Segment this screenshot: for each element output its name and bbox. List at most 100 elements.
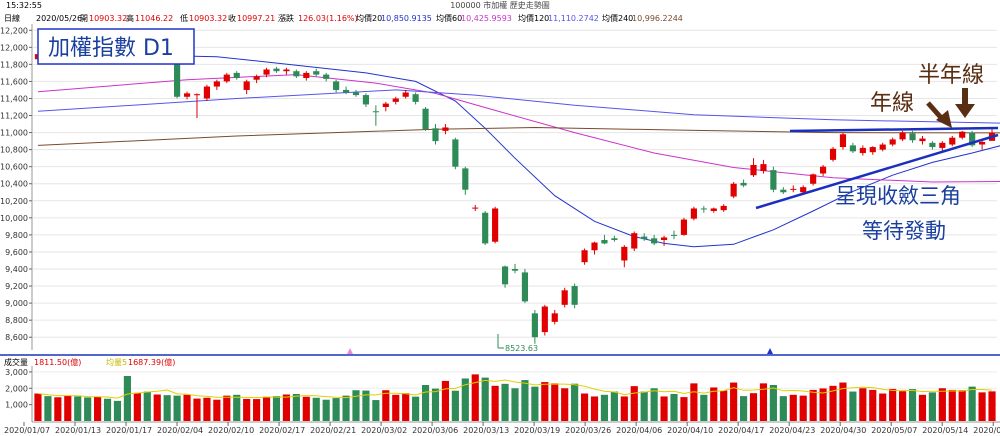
candle-body bbox=[193, 94, 201, 96]
volume-bar bbox=[590, 396, 599, 421]
candle-body bbox=[333, 81, 340, 90]
candle bbox=[740, 179, 747, 188]
volume-bar bbox=[948, 389, 956, 421]
candle-body bbox=[651, 238, 658, 244]
volume-bar bbox=[123, 376, 131, 421]
candle-body bbox=[382, 103, 389, 107]
volume-bar bbox=[769, 385, 777, 421]
period-label: 日線 bbox=[4, 13, 20, 23]
volume-bar bbox=[859, 388, 867, 421]
volume-bar bbox=[849, 391, 857, 421]
candle bbox=[213, 79, 220, 90]
candle-body bbox=[263, 69, 270, 75]
low-marker-label: 8523.63 bbox=[505, 344, 538, 353]
close-label: 收 bbox=[228, 13, 236, 23]
volume-bar bbox=[968, 386, 976, 421]
volume-bar bbox=[153, 394, 161, 421]
date-tick-label: 2020/02/04 bbox=[157, 426, 203, 435]
price-tick-label: 11,400 bbox=[0, 94, 28, 103]
volume-bar bbox=[918, 394, 927, 421]
date-tick-label: 2020/04/17 bbox=[718, 426, 764, 435]
date-tick-label: 2020/04/30 bbox=[820, 426, 866, 435]
candle-body bbox=[979, 141, 986, 145]
volume-bar bbox=[203, 397, 211, 421]
candle-body bbox=[303, 72, 310, 79]
volume-bar bbox=[183, 394, 191, 421]
volume-tick-label: 3,000 bbox=[5, 368, 28, 377]
candle bbox=[770, 166, 777, 193]
candle-body bbox=[929, 142, 936, 148]
ohlc-info-row: 日線 2020/05/26 開 10903.32 高 11046.22 低 10… bbox=[4, 13, 683, 23]
date-tick-label: 2020/03/02 bbox=[361, 426, 407, 435]
candle bbox=[233, 71, 240, 80]
candle-body bbox=[710, 208, 717, 212]
ma20-label: 均價20 bbox=[356, 13, 382, 23]
candle bbox=[641, 233, 648, 241]
candle-body bbox=[253, 76, 260, 80]
candle-body bbox=[372, 111, 379, 113]
ma240-label: 均價240 bbox=[602, 13, 633, 23]
candle-body bbox=[621, 246, 628, 261]
volume-bar bbox=[670, 394, 678, 421]
chart-title-box bbox=[37, 28, 195, 65]
candle-body bbox=[899, 132, 906, 140]
candle-body bbox=[581, 250, 588, 263]
volume-bar bbox=[511, 388, 519, 421]
volume-bar bbox=[481, 377, 489, 421]
volume-value: 1811.50(億) bbox=[34, 357, 81, 367]
candle bbox=[452, 137, 459, 170]
candle-body bbox=[501, 266, 509, 285]
volume-bar bbox=[908, 389, 917, 421]
candle bbox=[710, 207, 717, 213]
volume-bar bbox=[143, 391, 151, 421]
candle bbox=[670, 230, 678, 240]
candle-body bbox=[631, 233, 638, 249]
candle bbox=[591, 241, 598, 255]
volume-bars bbox=[34, 374, 996, 421]
resistance-trendline bbox=[789, 126, 999, 133]
open-label: 開 bbox=[80, 14, 88, 23]
volume-bar bbox=[521, 380, 529, 421]
candle-body bbox=[720, 205, 727, 211]
price-tick-label: 11,000 bbox=[0, 129, 28, 138]
price-tick-label: 11,200 bbox=[0, 112, 28, 121]
candle bbox=[402, 89, 409, 99]
candle bbox=[243, 79, 250, 95]
candle bbox=[511, 263, 519, 274]
half-year-line-label: 半年線 bbox=[918, 63, 984, 88]
volume-bar bbox=[253, 399, 261, 421]
candle bbox=[760, 159, 767, 174]
volume-bar bbox=[441, 380, 450, 421]
candle-body bbox=[472, 207, 479, 209]
volume-bar bbox=[799, 395, 807, 421]
volume-bar bbox=[34, 393, 42, 421]
candle-body bbox=[223, 74, 230, 82]
candle bbox=[561, 287, 568, 308]
candle bbox=[342, 86, 350, 95]
volume-bar bbox=[193, 398, 201, 421]
candle-body bbox=[392, 98, 399, 102]
candle-body bbox=[909, 133, 916, 141]
candle bbox=[501, 265, 509, 288]
volume-bar bbox=[690, 383, 698, 421]
volume-bar bbox=[402, 393, 410, 421]
candle bbox=[810, 173, 817, 186]
candle-body bbox=[790, 188, 797, 190]
candle bbox=[352, 89, 360, 97]
volume-bar bbox=[988, 391, 996, 421]
volume-bar bbox=[133, 392, 141, 421]
ma60-label: 均價60 bbox=[436, 13, 462, 23]
candle-body bbox=[492, 208, 499, 242]
candle bbox=[820, 164, 827, 177]
volume-bar bbox=[113, 400, 122, 421]
candle bbox=[174, 59, 181, 99]
candle bbox=[979, 139, 986, 150]
candle-body bbox=[959, 131, 966, 138]
candle bbox=[482, 211, 489, 246]
date-tick-label: 2020/03/13 bbox=[463, 426, 509, 435]
low-value: 10903.32 bbox=[189, 14, 227, 23]
candle-body bbox=[820, 166, 827, 174]
candle-body bbox=[690, 208, 697, 219]
annotation-note-line1: 呈現收斂三角 bbox=[835, 184, 961, 208]
candle bbox=[730, 182, 737, 199]
